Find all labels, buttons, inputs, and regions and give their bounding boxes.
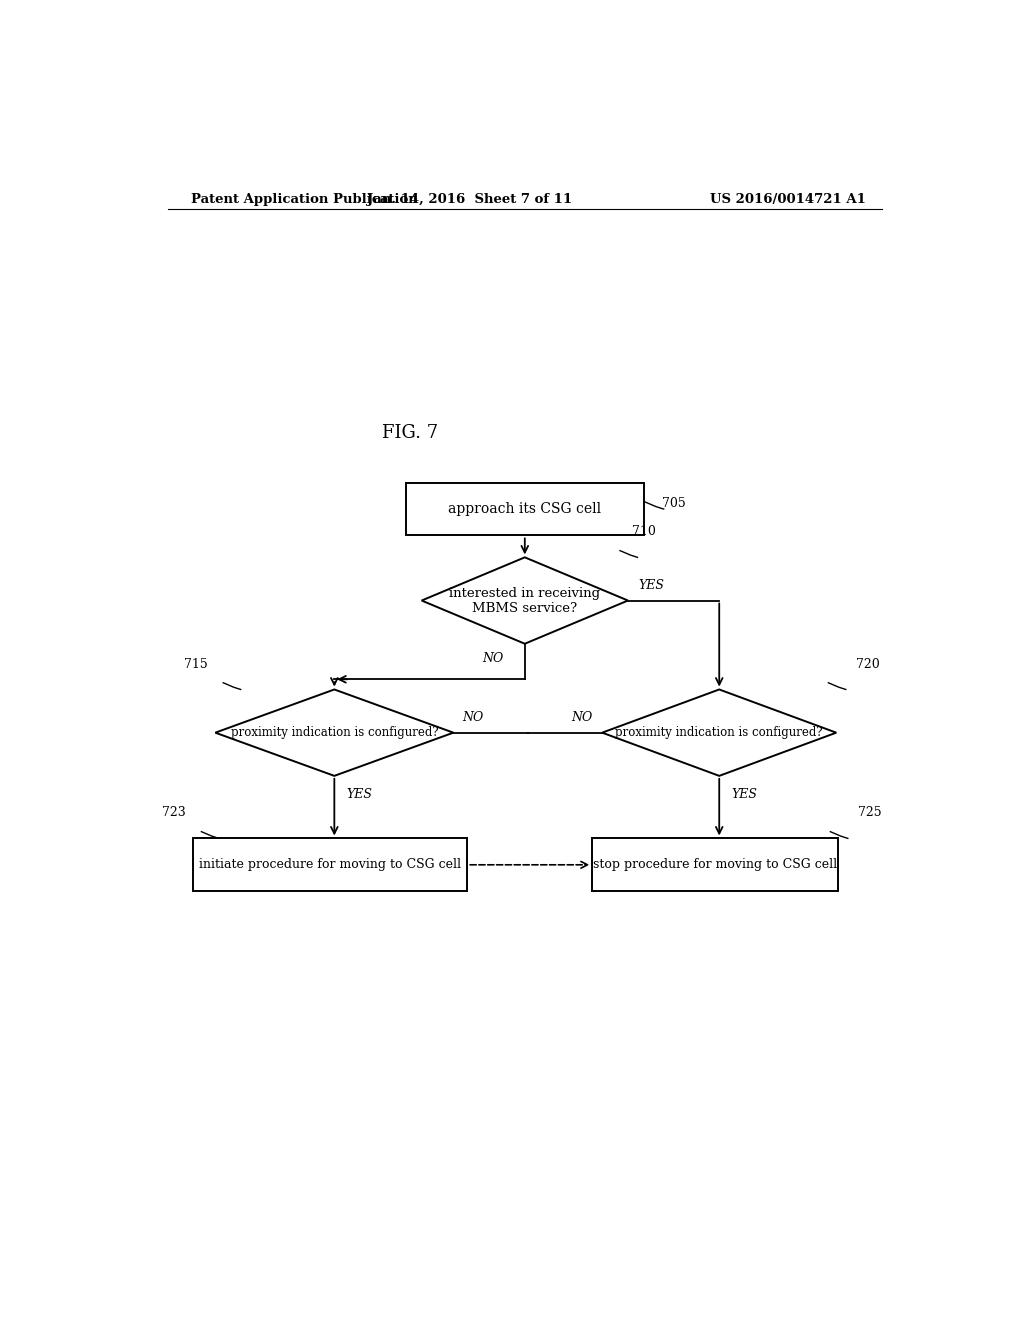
Text: NO: NO xyxy=(482,652,504,665)
Text: proximity indication is configured?: proximity indication is configured? xyxy=(230,726,438,739)
Text: 715: 715 xyxy=(183,657,207,671)
Bar xyxy=(194,838,467,891)
Text: 723: 723 xyxy=(162,807,185,820)
Polygon shape xyxy=(422,557,628,644)
Polygon shape xyxy=(215,689,454,776)
Polygon shape xyxy=(602,689,837,776)
Text: FIG. 7: FIG. 7 xyxy=(382,424,438,442)
Text: US 2016/0014721 A1: US 2016/0014721 A1 xyxy=(711,193,866,206)
Text: 720: 720 xyxy=(856,657,880,671)
Text: proximity indication is configured?: proximity indication is configured? xyxy=(615,726,823,739)
Text: 725: 725 xyxy=(858,807,882,820)
Text: interested in receiving
MBMS service?: interested in receiving MBMS service? xyxy=(450,586,600,615)
Text: Patent Application Publication: Patent Application Publication xyxy=(191,193,418,206)
Text: NO: NO xyxy=(463,711,484,723)
Text: NO: NO xyxy=(571,711,593,723)
Text: 705: 705 xyxy=(663,498,686,511)
Text: YES: YES xyxy=(346,788,373,801)
Text: initiate procedure for moving to CSG cell: initiate procedure for moving to CSG cel… xyxy=(200,858,462,871)
Text: YES: YES xyxy=(639,578,665,591)
Bar xyxy=(592,838,839,891)
Bar xyxy=(406,483,644,536)
Text: YES: YES xyxy=(731,788,757,801)
Text: stop procedure for moving to CSG cell: stop procedure for moving to CSG cell xyxy=(593,858,838,871)
Text: approach its CSG cell: approach its CSG cell xyxy=(449,502,601,516)
Text: 710: 710 xyxy=(632,525,655,539)
Text: Jan. 14, 2016  Sheet 7 of 11: Jan. 14, 2016 Sheet 7 of 11 xyxy=(367,193,571,206)
